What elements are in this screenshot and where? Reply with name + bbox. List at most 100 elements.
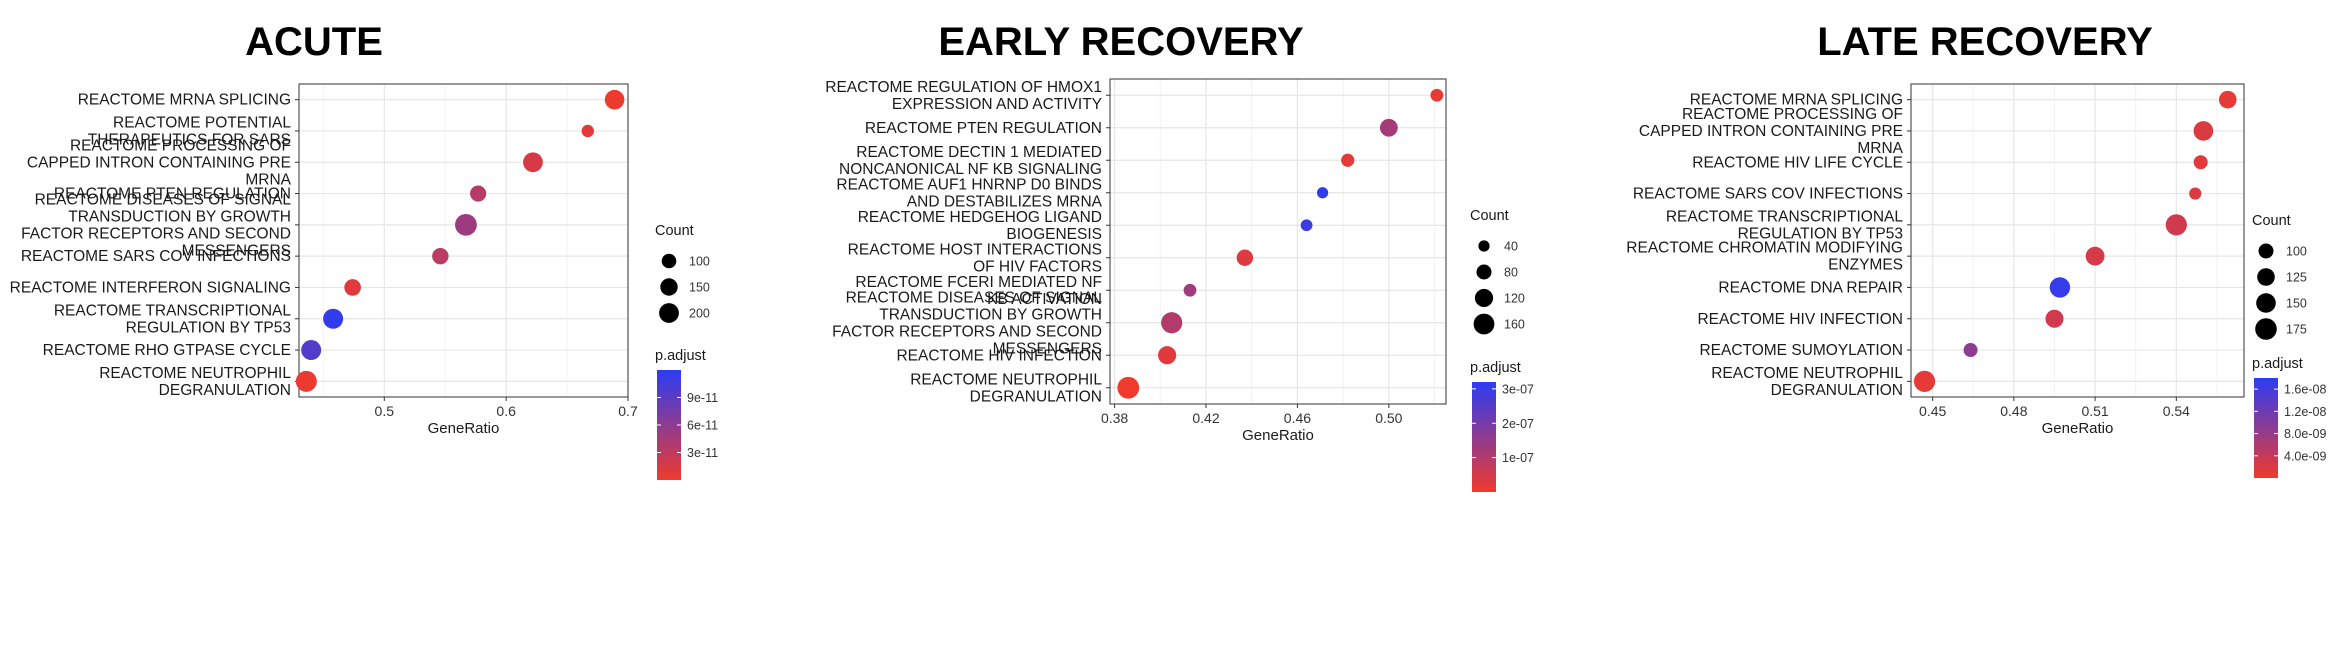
x-axis-label: GeneRatio [1242, 427, 1314, 444]
category-label-line: REACTOME RHO GTPASE CYCLE [43, 342, 291, 359]
data-point [2218, 90, 2237, 109]
category-label-line: EXPRESSION AND ACTIVITY [892, 96, 1102, 113]
size-legend-dot [661, 253, 677, 269]
category-label-line: DEGRANULATION [159, 382, 291, 399]
category-label-line: REACTOME DECTIN 1 MEDIATED [856, 144, 1102, 161]
category-label-line: TRANSDUCTION BY GROWTH [68, 208, 291, 225]
color-legend-bar [2254, 378, 2278, 478]
category-label-line: KB ACTIVATION [987, 291, 1102, 308]
category-label-line: REACTOME SARS COV INFECTIONS [1633, 186, 1903, 203]
data-point [295, 370, 317, 392]
category-label-line: REACTOME HIV INFECTION [896, 347, 1102, 364]
size-legend-label: 100 [2286, 245, 2307, 259]
size-legend-dot [1476, 264, 1492, 280]
x-tick-label: 0.7 [618, 403, 638, 419]
size-legend-label: 150 [689, 281, 710, 295]
size-legend-dot [2258, 243, 2274, 259]
x-tick-label: 0.51 [2081, 403, 2108, 419]
category-label-line: BIOGENESIS [1006, 226, 1102, 243]
x-tick-label: 0.6 [496, 403, 516, 419]
category-label-line: REACTOME TRANSCRIPTIONAL [1666, 208, 1904, 225]
data-point [432, 247, 449, 265]
data-point [470, 185, 487, 202]
plot-border [1109, 78, 1447, 405]
category-label-line: REACTOME HIV LIFE CYCLE [1692, 154, 1903, 171]
category-label: REACTOME TRANSCRIPTIONAL REGULATION BY TP… [1666, 208, 1904, 242]
size-legend-label: 150 [2286, 297, 2307, 311]
plot-border [1910, 83, 2245, 398]
category-label-line: REGULATION BY TP53 [1738, 225, 1903, 242]
size-legend-title: Count [1470, 208, 1509, 224]
category-label: REACTOME MRNA SPLICING [1690, 92, 1903, 109]
data-point [1161, 312, 1183, 334]
color-legend-title: p.adjust [1470, 360, 1521, 376]
data-point [1183, 283, 1197, 297]
category-label: REACTOME HIV INFECTION [896, 347, 1102, 364]
category-label-line: REACTOME AUF1 HNRNP D0 BINDS [836, 176, 1102, 193]
color-legend-label: 4.0e-09 [2284, 449, 2326, 463]
plot-border [298, 83, 629, 398]
category-label: REACTOME TRANSCRIPTIONAL REGULATION BY TP… [54, 302, 292, 336]
size-legend-dot [1473, 313, 1495, 335]
chart-title: LATE RECOVERY [1817, 20, 2153, 64]
data-point [323, 308, 344, 329]
category-label: REACTOME MRNA SPLICING [78, 92, 291, 109]
category-label: REACTOME PTEN REGULATION [54, 186, 291, 203]
x-tick-label: 0.5 [375, 403, 395, 419]
category-label: REACTOME PROCESSING OF CAPPED INTRON CONT… [1639, 106, 1904, 157]
size-legend-dot [2255, 318, 2277, 340]
category-label-line: REGULATION BY TP53 [126, 319, 291, 336]
x-tick-label: 0.45 [1919, 403, 1946, 419]
category-label: REACTOME POTENTIAL THERAPEUTICS FOR SARS [88, 114, 292, 148]
category-label-line: REACTOME PROCESSING OF [70, 137, 291, 154]
size-legend-label: 120 [1504, 292, 1525, 306]
category-label-line: MRNA [1857, 140, 1903, 157]
data-point [1316, 187, 1329, 199]
category-label-line: REACTOME NEUTROPHIL [1711, 365, 1903, 382]
category-label: REACTOME DECTIN 1 MEDIATED NONCANONICAL N… [839, 144, 1102, 178]
category-label: REACTOME RHO GTPASE CYCLE [43, 342, 291, 359]
chart-title: ACUTE [245, 20, 383, 64]
data-point [1963, 343, 1978, 358]
category-label: REACTOME SUMOYLATION [1699, 342, 1903, 359]
color-legend-bar [1472, 382, 1496, 492]
category-label-line: REACTOME SARS COV INFECTIONS [21, 248, 291, 265]
data-point [1300, 219, 1313, 232]
color-legend-label: 1e-07 [1502, 451, 1534, 465]
size-legend-label: 175 [2286, 323, 2307, 337]
category-label: REACTOME AUF1 HNRNP D0 BINDS AND DESTABIL… [836, 176, 1102, 210]
category-label-line: REACTOME DISEASES OF SIGNAL [846, 289, 1103, 306]
data-point [523, 152, 543, 173]
category-label: REACTOME DNA REPAIR [1718, 279, 1903, 296]
data-point [1913, 370, 1936, 392]
category-label: REACTOME PTEN REGULATION [865, 120, 1102, 137]
x-tick-label: 0.46 [1284, 410, 1311, 426]
size-legend-label: 40 [1504, 240, 1518, 254]
data-point [1379, 118, 1398, 137]
color-legend-label: 2e-07 [1502, 417, 1534, 431]
category-label: REACTOME HIV INFECTION [1697, 311, 1903, 328]
category-label: REACTOME HOST INTERACTIONS OF HIV FACTORS [848, 241, 1102, 275]
size-legend-label: 80 [1504, 266, 1518, 280]
category-label-line: CAPPED INTRON CONTAINING PRE [1639, 123, 1903, 140]
category-label: REACTOME NEUTROPHIL DEGRANULATION [99, 365, 291, 399]
category-label-line: REACTOME DISEASES OF SIGNAL [35, 191, 292, 208]
panel-early-recovery: EARLY RECOVERY REACTOME REGULATION OF HMO… [825, 20, 1534, 492]
category-label: REACTOME FCERI MEDIATED NF KB ACTIVATION [855, 274, 1102, 308]
category-label-line: REACTOME POTENTIAL [113, 114, 291, 131]
data-point [2049, 277, 2071, 298]
category-label-line: REACTOME NEUTROPHIL [99, 365, 291, 382]
panel-acute: ACUTE REACTOME MRNA SPLICING REACTOME POTE… [10, 20, 718, 480]
category-label: REACTOME CHROMATIN MODIFYING ENZYMES [1626, 240, 1903, 274]
category-label-line: REACTOME FCERI MEDIATED NF [855, 274, 1102, 291]
color-legend-label: 3e-07 [1502, 382, 1534, 396]
category-label: REACTOME PROCESSING OF CAPPED INTRON CONT… [27, 137, 292, 188]
data-point [2165, 214, 2187, 236]
color-legend-title: p.adjust [2252, 356, 2303, 372]
size-legend-dot [2256, 293, 2276, 313]
category-label-line: CAPPED INTRON CONTAINING PRE [27, 154, 291, 171]
category-label-line: REACTOME DNA REPAIR [1718, 279, 1903, 296]
data-point [1117, 376, 1140, 399]
color-legend-label: 1.2e-08 [2284, 405, 2326, 419]
data-point [2193, 155, 2208, 170]
